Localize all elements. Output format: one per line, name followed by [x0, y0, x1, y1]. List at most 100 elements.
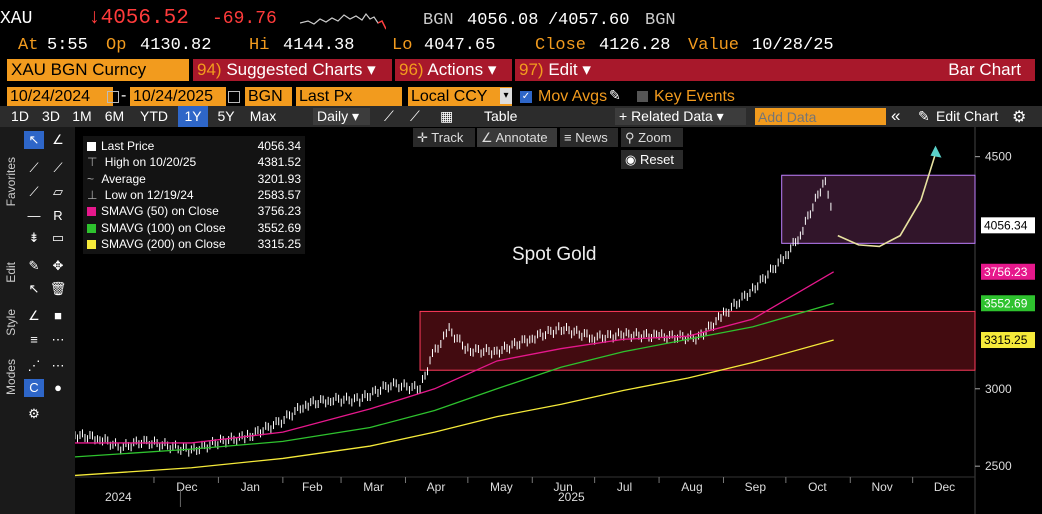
- period-ytd-button[interactable]: YTD: [140, 108, 168, 124]
- reset-icon: ◉: [625, 152, 637, 167]
- ask-source: BGN: [645, 11, 676, 30]
- color-fill-icon[interactable]: ■: [54, 308, 62, 323]
- draw-style-icon[interactable]: ∠: [28, 308, 40, 323]
- add-data-input[interactable]: [755, 108, 886, 125]
- last-price: ↓4056.52: [88, 7, 189, 30]
- magnet-icon[interactable]: ⋰: [27, 358, 41, 373]
- trendline-icon[interactable]: ⟋: [29, 160, 39, 175]
- key-events-checkbox[interactable]: [637, 91, 648, 102]
- open-value: 4130.82: [140, 36, 212, 55]
- fibonacci-icon[interactable]: ⇟: [28, 230, 40, 245]
- select-icon[interactable]: ↖: [28, 281, 40, 296]
- table-button[interactable]: Table: [484, 108, 518, 124]
- highlight-box: [781, 174, 976, 244]
- move-icon[interactable]: ✥: [52, 258, 64, 273]
- tab-edit[interactable]: Edit: [4, 262, 18, 283]
- price-chart[interactable]: 2500 3000 4500 Dec Jan Feb Mar Apr May Jun Jul Aug S…: [75, 127, 1042, 514]
- rectangle-icon[interactable]: ▭: [51, 230, 65, 245]
- price-tag-label: 4056.34: [984, 218, 1028, 232]
- mov-avgs-checkbox[interactable]: ✓: [520, 91, 532, 103]
- edit-chart-pencil-icon: ✎: [918, 108, 930, 124]
- legend-swatch: [87, 142, 96, 151]
- zoom-button[interactable]: ⚲ Zoom: [621, 128, 683, 147]
- legend-marker-icon: ⊥: [87, 187, 101, 202]
- cursor-icon[interactable]: ↖: [24, 131, 44, 149]
- projection-arrow-icon: [930, 145, 942, 158]
- line-style-icon[interactable]: ⋯: [51, 332, 65, 347]
- calendar-icon[interactable]: [107, 91, 119, 103]
- x-tick-label: Nov: [871, 480, 892, 494]
- end-date-field[interactable]: 10/24/2025: [130, 87, 226, 106]
- news-button[interactable]: ≡ News: [560, 128, 618, 147]
- security-field[interactable]: XAU BGN Curncy: [7, 59, 189, 81]
- legend-row: ⊥ Low on 12/19/24 2583.57: [87, 187, 301, 203]
- price-tag-label: 3315.25: [984, 333, 1028, 347]
- start-date-field[interactable]: 10/24/2024: [7, 87, 113, 106]
- chart-style-icon[interactable]: ⟋: [410, 108, 420, 124]
- segment-icon[interactable]: ⟋: [29, 184, 39, 199]
- collapse-icon[interactable]: «: [891, 106, 901, 125]
- chart-legend: Last Price 4056.34 ⊤ High on 10/20/25 4381.…: [83, 136, 305, 254]
- text-tool-icon[interactable]: R: [53, 208, 63, 223]
- table-icon[interactable]: ▦: [440, 108, 454, 124]
- brush-icon[interactable]: ✎: [28, 258, 40, 273]
- annotate-label: Annotate: [495, 130, 548, 145]
- track-button[interactable]: ✛ Track: [413, 128, 475, 147]
- period-3d-button[interactable]: 3D: [42, 108, 60, 124]
- period-1y-button[interactable]: 1Y: [178, 106, 208, 127]
- line-tool-icon[interactable]: ∠: [52, 132, 64, 147]
- edit-chart-button[interactable]: Edit Chart: [936, 108, 999, 124]
- palette-icon[interactable]: ●: [54, 380, 62, 395]
- horizontal-line-icon[interactable]: —: [27, 208, 41, 223]
- menu-bar: XAU BGN Curncy 94) Suggested Charts ▾ 96…: [0, 58, 1042, 82]
- x-tick-label: Mar: [363, 480, 384, 494]
- calendar-icon[interactable]: [228, 91, 240, 103]
- edit-label: Edit ▾: [548, 60, 591, 79]
- x-tick-label: Sep: [745, 480, 767, 494]
- period-1m-button[interactable]: 1M: [72, 108, 92, 124]
- legend-label: SMAVG (100) on Close: [101, 220, 226, 235]
- period-max-button[interactable]: Max: [249, 108, 277, 124]
- reset-button[interactable]: ◉ Reset: [621, 150, 683, 169]
- line-chart-icon[interactable]: ⟋: [384, 108, 394, 124]
- line-width-icon[interactable]: ≡: [30, 332, 38, 347]
- news-icon: ≡: [564, 130, 572, 145]
- high-value: 4144.38: [283, 36, 355, 55]
- mode-icon[interactable]: C: [24, 379, 44, 397]
- value-label: Value: [688, 36, 740, 55]
- annotate-button[interactable]: ∠ Annotate: [477, 128, 557, 147]
- channel-icon[interactable]: ▱: [53, 184, 63, 199]
- chevron-down-icon[interactable]: ▾: [500, 88, 512, 104]
- quote-header: XAU ↓4056.52 -69.76 BGN 4056.08 / 4057.6…: [0, 7, 676, 30]
- x-tick-label: Dec: [176, 480, 197, 494]
- grid-icon[interactable]: ⋯: [51, 358, 65, 373]
- frequency-dropdown[interactable]: Daily ▾: [313, 108, 370, 125]
- gear-icon[interactable]: ⚙: [1012, 109, 1027, 126]
- suggested-charts-menu[interactable]: 94) Suggested Charts ▾: [193, 59, 392, 81]
- related-data-dropdown[interactable]: + Related Data ▾: [615, 108, 746, 125]
- currency-selector[interactable]: Local CCY: [408, 87, 512, 106]
- bid-source: BGN: [423, 11, 454, 30]
- legend-row: SMAVG (200) on Close 3315.25: [87, 236, 301, 252]
- source-field[interactable]: BGN: [245, 87, 292, 106]
- period-1d-button[interactable]: 1D: [11, 108, 29, 124]
- edit-menu[interactable]: 97) Edit ▾ Bar Chart: [515, 59, 1035, 81]
- legend-row: ~ Average 3201.93: [87, 171, 301, 187]
- news-label: News: [575, 130, 608, 145]
- legend-row: Last Price 4056.34: [87, 138, 301, 154]
- tab-style[interactable]: Style: [4, 309, 18, 336]
- actions-menu[interactable]: 96) Actions ▾: [395, 59, 512, 81]
- settings-gear-icon[interactable]: ⚙: [28, 406, 40, 421]
- legend-swatch: [87, 239, 96, 249]
- period-5y-button[interactable]: 5Y: [217, 108, 235, 124]
- legend-label: Average: [101, 171, 146, 186]
- tab-favorites[interactable]: Favorites: [4, 157, 18, 207]
- tab-modes[interactable]: Modes: [4, 359, 18, 396]
- ray-icon[interactable]: ⟋: [53, 160, 63, 175]
- series-line-smavg-100-: [75, 302, 834, 458]
- low-label: Lo: [392, 36, 413, 55]
- field-selector[interactable]: Last Px: [296, 87, 402, 106]
- period-6m-button[interactable]: 6M: [104, 108, 125, 124]
- trash-icon[interactable]: 🗑: [49, 281, 67, 296]
- pencil-icon[interactable]: ✎: [609, 87, 621, 103]
